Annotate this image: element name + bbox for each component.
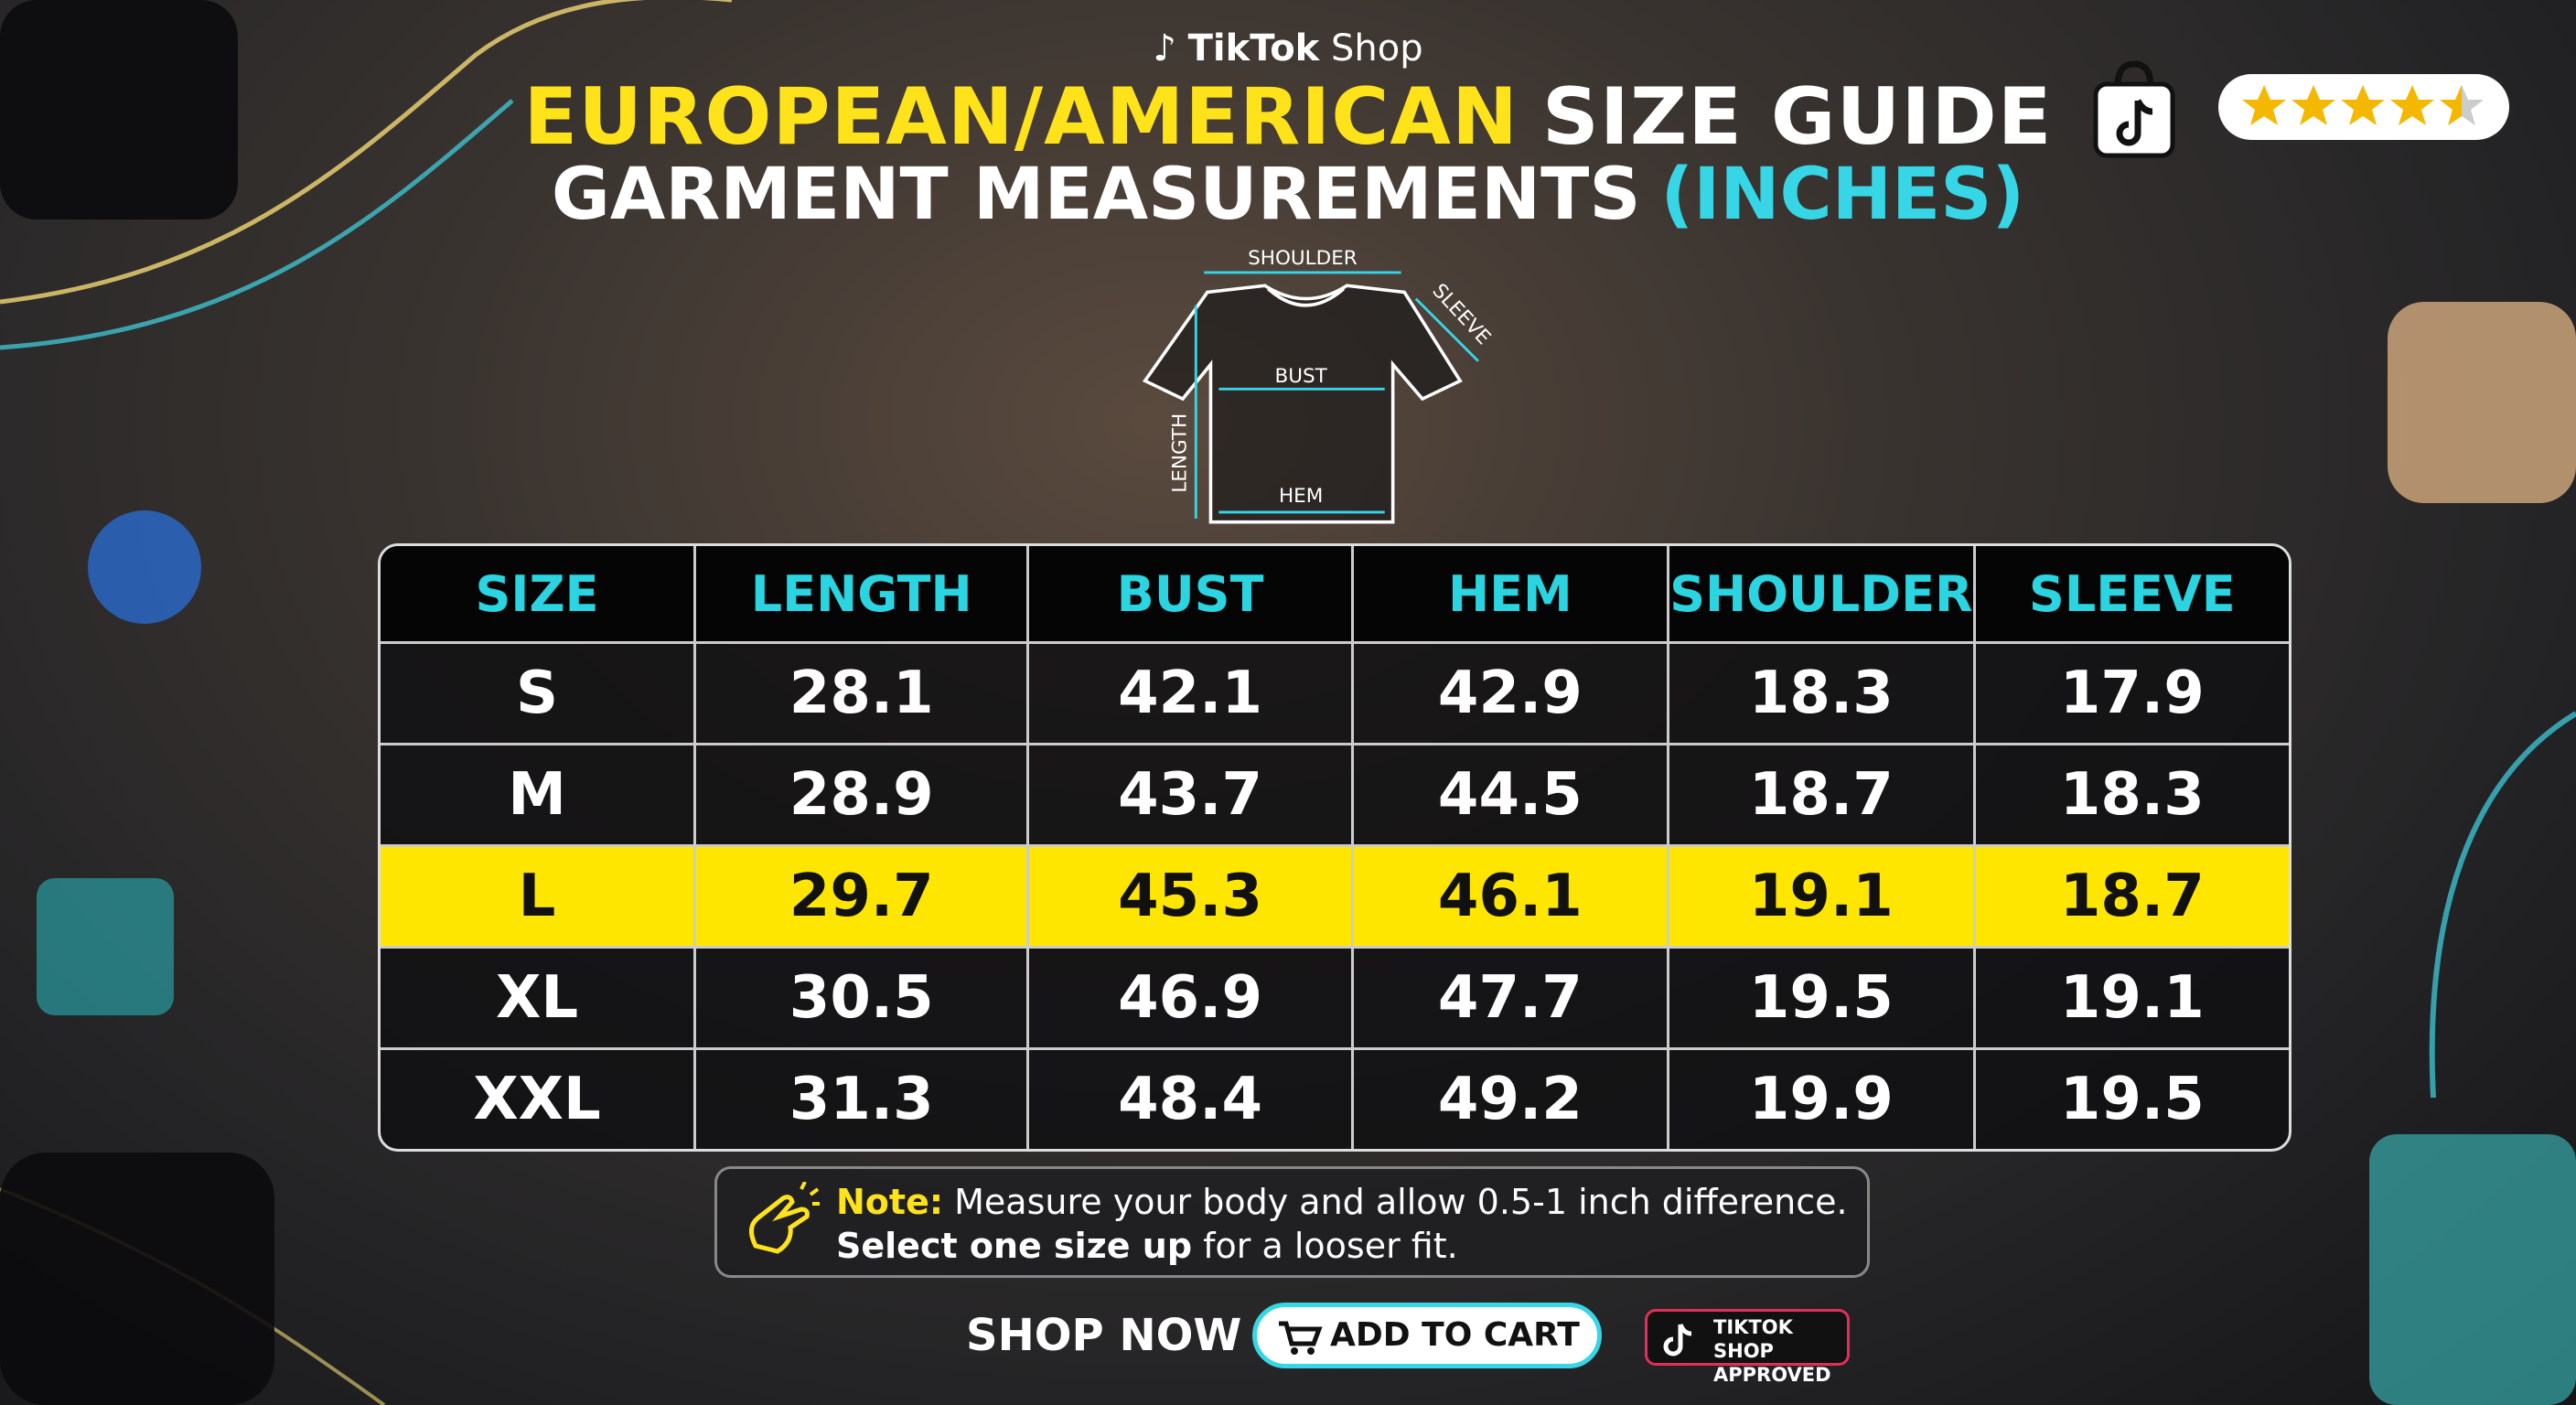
column-header: BUST [1029, 546, 1354, 644]
badge-line-2: APPROVED [1713, 1364, 1831, 1386]
cart-icon [1279, 1321, 1323, 1355]
size-row: L 29.7 45.3 46.1 19.1 18.7 [381, 847, 2289, 949]
measurement-cell: 46.9 [1029, 949, 1354, 1050]
size-row: XL 30.5 46.9 47.7 19.5 19.1 [381, 949, 2289, 1050]
measurement-cell: 19.5 [1669, 949, 1976, 1050]
measurement-cell: 31.3 [696, 1050, 1030, 1149]
shop-now: SHOP NOW [966, 1310, 1242, 1361]
title: EUROPEAN/AMERICAN SIZE GUIDE [0, 71, 2576, 163]
size-table: SIZE LENGTH BUST HEM SHOULDER SLEEVE S 28.1 42.… [378, 543, 2292, 1152]
measurement-cell: 18.3 [1975, 745, 2289, 847]
note-text-end: for a looser fit. [1203, 1226, 1458, 1266]
size-row: M 28.9 43.7 44.5 18.7 18.3 [381, 745, 2289, 847]
measurement-cell: 18.3 [1669, 644, 1976, 745]
measurement-cell: 28.1 [696, 644, 1030, 745]
size-cell: S [381, 644, 697, 745]
button-label: ADD TO CART [1330, 1316, 1580, 1354]
rating-badge [2218, 74, 2509, 140]
column-header: SHOULDER [1669, 546, 1976, 644]
note-text: Measure your body and allow 0.5-1 inch d… [954, 1182, 1848, 1222]
measurement-cell: 45.3 [1029, 847, 1354, 949]
diagram-label: SHOULDER [1248, 247, 1358, 270]
measurement-cell: 30.5 [696, 949, 1030, 1050]
subtitle-unit: (INCHES) [1660, 154, 2025, 236]
measurement-cell: 47.7 [1353, 949, 1670, 1050]
column-header: SLEEVE [1975, 546, 2289, 644]
measurement-cell: 19.9 [1669, 1050, 1976, 1149]
badge-line-1: TIKTOK SHOP [1713, 1316, 1793, 1362]
column-header: LENGTH [696, 546, 1030, 644]
diagram-label: SLEEVE [1428, 279, 1496, 349]
measurement-cell: 18.7 [1975, 847, 2289, 949]
measurement-cell: 28.9 [696, 745, 1030, 847]
size-cell: XL [381, 949, 697, 1050]
shop-bag-icon [2093, 60, 2175, 158]
diagram-label: HEM [1279, 485, 1323, 508]
subtitle: GARMENT MEASUREMENTS (INCHES) [0, 154, 2576, 236]
measurement-cell: 17.9 [1975, 644, 2289, 745]
table-body: S 28.1 42.1 42.9 18.3 17.9 M 28.9 43.7 44.5 18.7 18… [381, 644, 2289, 1149]
diagram-label: BUST [1274, 365, 1327, 388]
measurement-cell: 49.2 [1354, 1050, 1670, 1149]
measurement-cell: 42.9 [1353, 644, 1670, 745]
hand-icon [749, 1182, 820, 1254]
column-header: SIZE [381, 546, 697, 644]
measurement-cell: 42.1 [1029, 644, 1354, 745]
size-cell: XXL [381, 1050, 697, 1149]
measurement-cell: 18.7 [1669, 745, 1976, 847]
brand-suffix: Shop [1331, 27, 1423, 70]
size-cell: L [381, 847, 697, 949]
title-rest: SIZE GUIDE [1541, 71, 2053, 163]
note-line-1: Note: Measure your body and allow 0.5-1 … [836, 1180, 1867, 1224]
measurement-cell: 19.1 [1669, 847, 1976, 949]
measurement-cell: 19.5 [2059, 1066, 2205, 1133]
badge-logo [1663, 1323, 1692, 1357]
subtitle-text: GARMENT MEASUREMENTS [551, 154, 1641, 236]
measurement-cell: 46.1 [1353, 847, 1670, 949]
rating-stars [2242, 85, 2484, 125]
garment-diagram: SHOULDER SLEEVE BUST HEM LENGTH [1142, 247, 1496, 524]
measurement-cell: 48.4 [1029, 1050, 1354, 1149]
size-cell: M [381, 745, 697, 847]
measurement-cell: 29.7 [696, 847, 1030, 949]
measurement-cell: 44.5 [1353, 745, 1670, 847]
size-row: XXL 31.3 48.4 49.2 19.9 19.5 [381, 1050, 2289, 1149]
measurement-cell: 19.1 [1975, 949, 2289, 1050]
header-row: SIZE LENGTH BUST HEM SHOULDER SLEEVE [381, 546, 2289, 644]
brand-name: TikTok [1187, 27, 1320, 70]
measurement-cell: 43.7 [1029, 745, 1354, 847]
size-row: S 28.1 42.1 42.9 18.3 17.9 [381, 644, 2289, 745]
note-line-2: Select one size up for a looser fit. [836, 1224, 1867, 1268]
add-to-cart-button[interactable]: ADD TO CART [1252, 1303, 1602, 1368]
note-box: Note: Measure your body and allow 0.5-1 … [714, 1166, 1870, 1278]
note-label: Note: [836, 1182, 944, 1222]
note-emphasis: Select one size up [836, 1226, 1193, 1266]
diagram-label: LENGTH [1169, 413, 1192, 493]
brand: ♪ TikTok Shop [1153, 27, 1423, 70]
title-highlight: EUROPEAN/AMERICAN [523, 71, 1519, 163]
approved-badge: TIKTOK SHOP APPROVED [1645, 1309, 1850, 1386]
column-header: HEM [1353, 546, 1670, 644]
